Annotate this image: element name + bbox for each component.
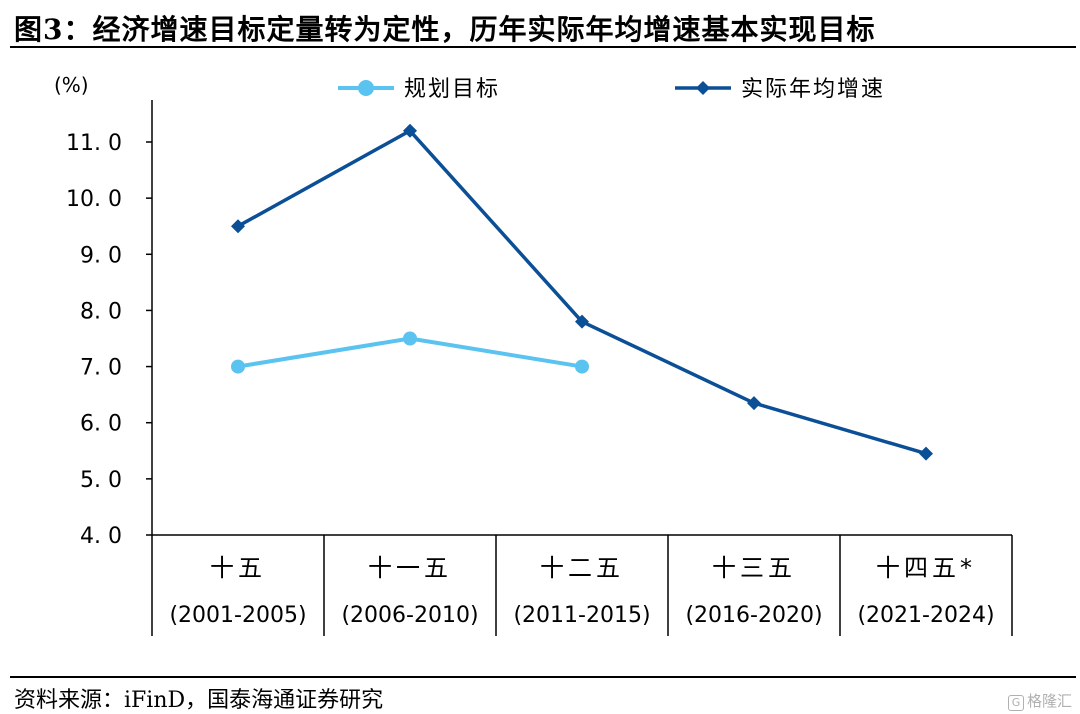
x-tick-sublabel: (2011-2015) bbox=[513, 603, 650, 628]
y-tick-label: 11. 0 bbox=[66, 131, 122, 156]
x-tick-label: 十五 bbox=[210, 554, 266, 582]
y-tick-label: 8. 0 bbox=[80, 299, 122, 324]
legend-label: 实际年均增速 bbox=[741, 77, 885, 102]
x-tick-sublabel: (2016-2020) bbox=[685, 603, 822, 628]
y-axis-label: (%) bbox=[54, 73, 89, 97]
y-tick-label: 6. 0 bbox=[80, 412, 122, 437]
x-tick-sublabel: (2021-2024) bbox=[857, 603, 994, 628]
x-tick-label: 十四五* bbox=[876, 554, 976, 582]
x-tick-label: 十二五 bbox=[540, 554, 624, 582]
data-point-actual bbox=[403, 123, 417, 138]
x-tick-label: 十一五 bbox=[368, 554, 452, 582]
data-point-planned bbox=[403, 331, 417, 346]
source-rule bbox=[10, 676, 1076, 678]
watermark-logo-icon: G bbox=[1007, 695, 1024, 711]
data-point-actual bbox=[919, 446, 933, 461]
legend-label: 规划目标 bbox=[404, 77, 500, 102]
data-point-planned bbox=[575, 359, 589, 374]
x-tick-sublabel: (2001-2005) bbox=[169, 603, 306, 628]
series-line-actual bbox=[237, 129, 927, 456]
chart-axes: 4. 0 5. 0 6. 0 7. 0 8. 0 9. 0 10. 0 11. 0 (%) 十五 (… bbox=[54, 73, 1013, 636]
watermark-text: 格隆汇 bbox=[1026, 692, 1072, 710]
data-point-actual bbox=[747, 396, 761, 411]
x-tick-label: 十三五 bbox=[712, 554, 796, 582]
legend-marker-diamond-icon bbox=[696, 81, 710, 95]
chart-series bbox=[231, 123, 933, 461]
y-tick-label: 5. 0 bbox=[80, 468, 122, 493]
figure-title: 图3：经济增速目标定量转为定性，历年实际年均增速基本实现目标 bbox=[14, 13, 876, 46]
chart-legend: 规划目标 实际年均增速 bbox=[338, 77, 885, 102]
y-tick-label: 7. 0 bbox=[80, 356, 122, 381]
data-point-actual bbox=[575, 314, 589, 329]
data-point-actual bbox=[231, 219, 245, 234]
y-tick-label: 10. 0 bbox=[66, 187, 122, 212]
data-point-planned bbox=[231, 359, 245, 374]
watermark: G 格隆汇 bbox=[1007, 690, 1072, 711]
x-tick-sublabel: (2006-2010) bbox=[341, 603, 478, 628]
y-tick-label: 4. 0 bbox=[80, 524, 122, 549]
title-rule bbox=[10, 46, 1076, 48]
legend-marker-circle-icon bbox=[358, 80, 374, 96]
source-note: 资料来源：iFinD，国泰海通证券研究 bbox=[14, 688, 384, 713]
y-tick-label: 9. 0 bbox=[80, 243, 122, 268]
